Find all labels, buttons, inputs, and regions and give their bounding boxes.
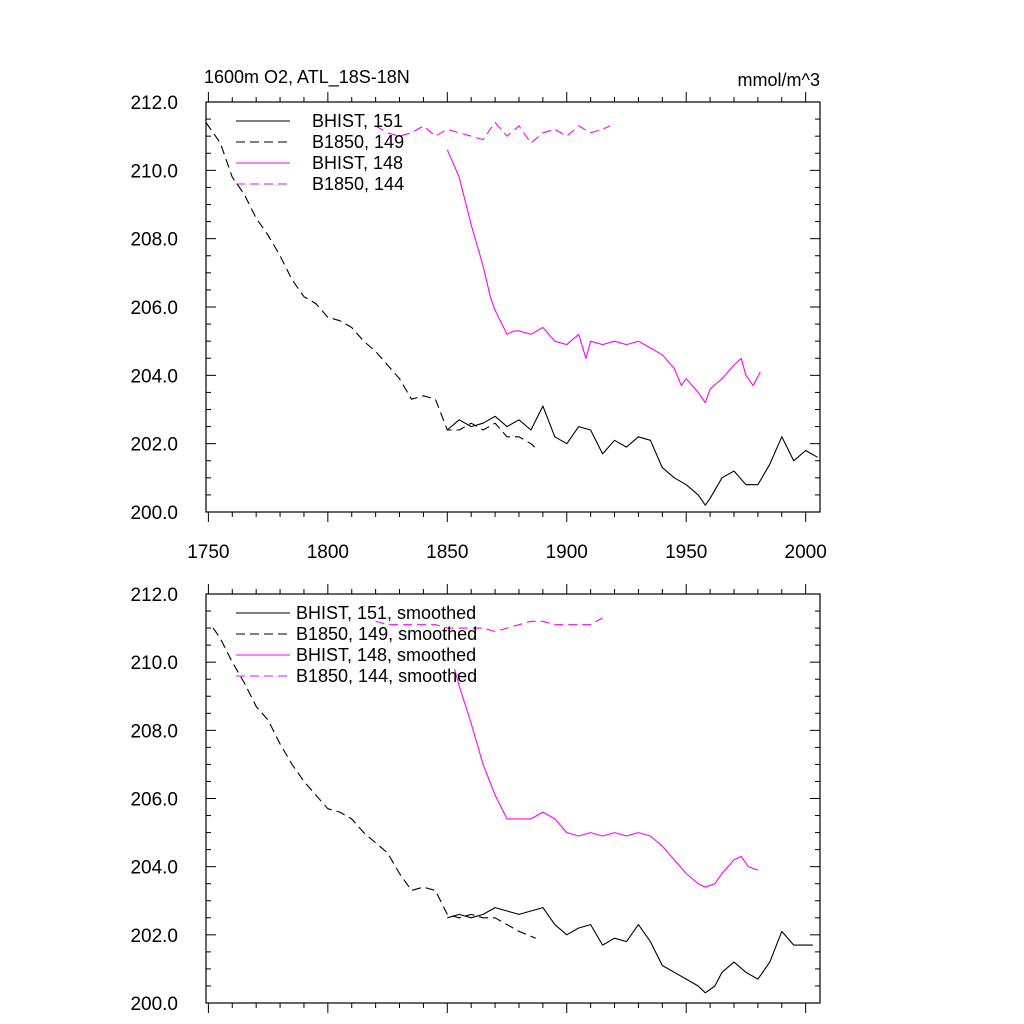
- series-line-3: [375, 121, 611, 144]
- y-tick-label: 206.0: [130, 790, 178, 811]
- series-line-2: [446, 149, 761, 404]
- y-tick-label: 212.0: [130, 585, 178, 606]
- series-line-3: [375, 617, 603, 633]
- x-tick-label: 2000: [785, 542, 827, 563]
- y-tick-label: 210.0: [130, 161, 178, 182]
- series-line-2: [453, 668, 759, 888]
- y-tick-label: 200.0: [130, 503, 178, 524]
- plot-frame: [205, 101, 821, 513]
- series-line-1: [205, 122, 539, 451]
- units-label: mmol/m^3: [738, 70, 820, 90]
- series-line-0: [447, 907, 813, 994]
- legend-label-0: BHIST, 151, smoothed: [296, 603, 476, 623]
- bottom-panel: 200.0 202.0 204.0 206.0 208.0 210.0 212.0 BHIST…: [130, 584, 821, 1015]
- y-tick-label: 210.0: [130, 653, 178, 674]
- legend-label-0: BHIST, 151: [312, 111, 403, 131]
- y-tick-label: 200.0: [130, 994, 178, 1015]
- y-tick-label: 208.0: [130, 230, 178, 251]
- series-line-1: [212, 627, 536, 939]
- legend-label-1: B1850, 149, smoothed: [296, 624, 477, 644]
- x-tick-label: 1950: [665, 542, 707, 563]
- y-tick-label: 212.0: [130, 93, 178, 114]
- x-tick-label: 1750: [187, 542, 229, 563]
- y-tick-label: 206.0: [130, 298, 178, 319]
- chart-title: 1600m O2, ATL_18S-18N: [204, 67, 410, 88]
- y-tick-label: 204.0: [130, 366, 178, 387]
- y-tick-label: 204.0: [130, 858, 178, 879]
- x-tick-label: 1850: [426, 542, 468, 563]
- y-tick-label: 202.0: [130, 926, 178, 947]
- series-line-0: [446, 405, 818, 506]
- y-tick-label: 202.0: [130, 435, 178, 456]
- legend-label-3: B1850, 144: [312, 174, 404, 194]
- x-tick-label: 1900: [546, 542, 588, 563]
- top-panel: 200.0 202.0 204.0 206.0 208.0 210.0 212.0 1750 1…: [130, 92, 827, 563]
- legend-label-2: BHIST, 148: [312, 153, 403, 173]
- x-tick-label: 1800: [307, 542, 349, 563]
- legend-label-2: BHIST, 148, smoothed: [296, 645, 476, 665]
- legend-label-1: B1850, 149: [312, 132, 404, 152]
- y-tick-label: 208.0: [130, 721, 178, 742]
- legend-label-3: B1850, 144, smoothed: [296, 666, 477, 686]
